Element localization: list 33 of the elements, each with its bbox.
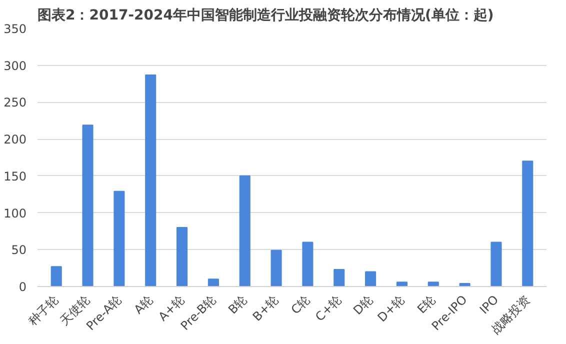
bar: [365, 271, 376, 286]
y-tick-label: 200: [4, 132, 26, 147]
bar: [114, 190, 125, 286]
bar: [334, 269, 345, 286]
bar: [490, 242, 502, 286]
bar: [270, 250, 282, 286]
y-tick-label: 250: [4, 96, 26, 110]
bar: [50, 266, 62, 286]
y-tick-label: 0: [18, 280, 27, 294]
x-tick-label: C轮: [288, 292, 313, 317]
x-tick-label: 种子轮: [26, 292, 62, 328]
y-tick-label: 350: [4, 22, 26, 36]
chart-title: 图表2：2017-2024年中国智能制造行业投融资轮次分布情况(单位：起): [38, 8, 494, 24]
y-tick-label: 50: [11, 243, 27, 258]
x-tick-label: C+轮: [312, 292, 344, 324]
y-tick-label: 100: [4, 206, 26, 220]
bar: [145, 74, 156, 286]
y-tick-label: 150: [4, 169, 26, 184]
bar: [428, 282, 439, 286]
x-tick-label: D轮: [350, 292, 376, 318]
x-tick-label: B+轮: [250, 292, 282, 324]
bar: [302, 242, 314, 286]
bar: [82, 124, 94, 286]
x-tick-label: D+轮: [374, 292, 407, 325]
bar: [522, 160, 534, 286]
bar: [176, 227, 188, 286]
bar: [239, 175, 250, 286]
bar: [396, 282, 408, 286]
bar: [208, 278, 219, 286]
y-tick-label: 300: [4, 58, 26, 73]
x-tick-label: IPO: [476, 292, 502, 317]
x-tick-label: B轮: [226, 292, 250, 317]
x-tick-label: A轮: [131, 292, 156, 317]
